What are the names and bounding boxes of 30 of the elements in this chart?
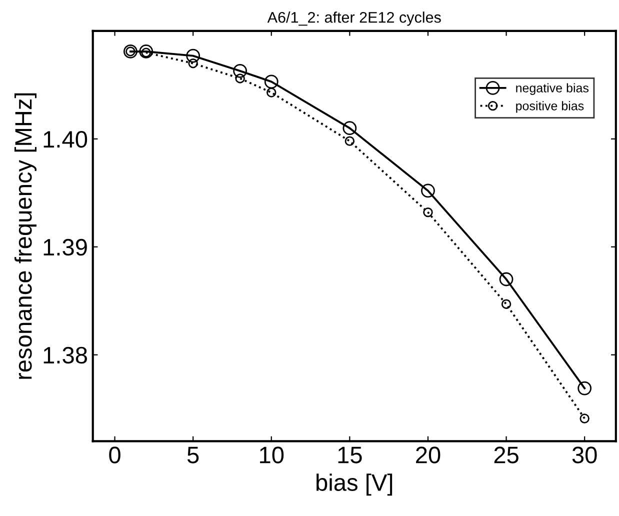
point (139, 44, 154, 58)
x-tick-label: 0 (109, 446, 120, 464)
y-tick-label: 1.39 (44, 238, 87, 256)
point (580, 414, 590, 424)
point (235, 74, 245, 84)
y-tick-label: 1.38 (44, 346, 87, 364)
point (421, 184, 435, 198)
x-tick-label: 15 (338, 446, 362, 464)
y-tick-label: 1.40 (44, 130, 88, 148)
legend-label: negative bias (516, 83, 589, 95)
x-axis-title: bias [V] (316, 474, 392, 496)
point (233, 64, 247, 78)
x-tick-label: 30 (572, 446, 597, 464)
x-tick-label: 25 (494, 446, 518, 464)
point (186, 48, 200, 63)
y-axis-title: resonance frequency [MHz] (14, 93, 36, 379)
point (264, 74, 278, 89)
point (342, 121, 357, 136)
point (423, 207, 433, 218)
x-tick-label: 10 (260, 446, 284, 464)
x-tick-label: 20 (416, 446, 440, 464)
point (499, 272, 514, 286)
point (578, 381, 592, 396)
point (344, 136, 355, 146)
point (266, 88, 276, 98)
legend-label: positive bias (516, 101, 584, 113)
point (188, 58, 198, 68)
point (501, 299, 512, 309)
chart-title: A6/1_2: after 2E12 cycles (267, 12, 441, 26)
x-tick-label: 5 (187, 446, 199, 464)
